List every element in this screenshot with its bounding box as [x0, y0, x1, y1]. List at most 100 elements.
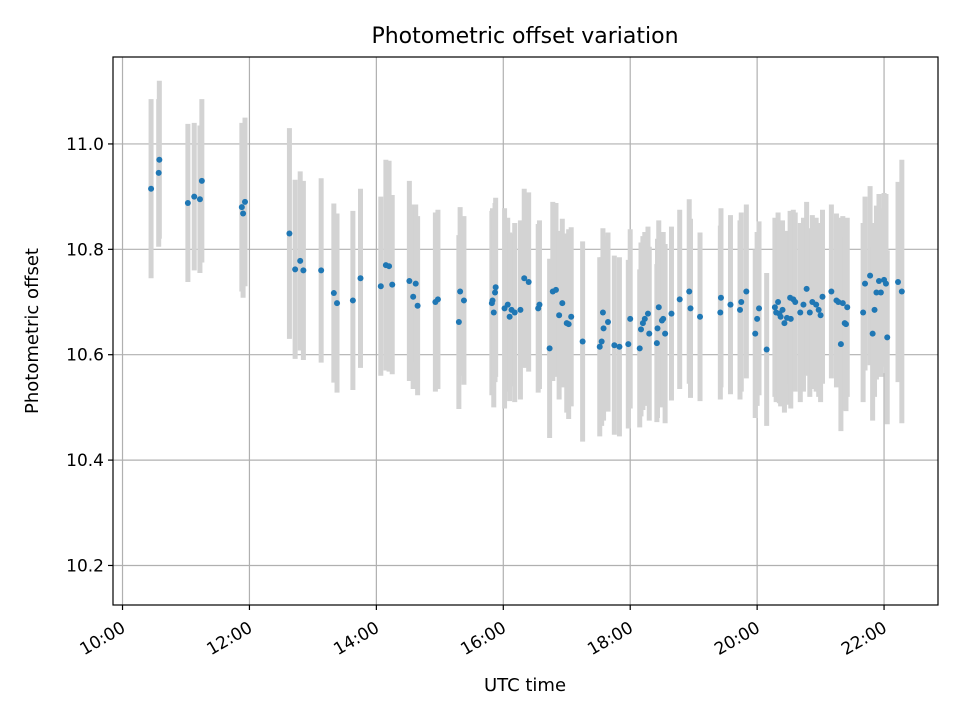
data-point: [521, 275, 528, 282]
data-point: [600, 325, 607, 332]
data-point: [779, 306, 786, 313]
data-point: [556, 312, 563, 319]
data-point: [552, 286, 559, 293]
data-point: [412, 280, 419, 287]
data-point: [565, 321, 572, 328]
data-point: [196, 196, 203, 203]
data-point: [517, 306, 524, 313]
data-point: [717, 309, 724, 316]
data-point: [599, 309, 606, 316]
data-point: [286, 230, 293, 237]
y-tick-label: 11.0: [66, 135, 104, 155]
data-point: [184, 199, 191, 206]
data-point: [238, 204, 245, 211]
data-point: [457, 288, 464, 295]
data-point: [754, 315, 761, 322]
data-point: [242, 198, 248, 205]
data-point: [292, 266, 299, 273]
data-point: [817, 312, 824, 319]
data-point: [406, 277, 413, 284]
data-point: [410, 293, 417, 300]
data-point: [806, 309, 813, 316]
data-point: [875, 277, 882, 284]
data-point: [756, 305, 763, 312]
data-point: [844, 304, 851, 311]
data-point: [638, 326, 644, 333]
data-point: [240, 210, 247, 217]
data-point: [867, 272, 874, 279]
data-point: [787, 315, 794, 322]
data-point: [386, 263, 393, 270]
data-point: [813, 301, 820, 308]
y-tick-label: 10.2: [66, 556, 104, 576]
data-point: [489, 297, 496, 304]
data-point: [490, 309, 497, 316]
data-point: [654, 325, 661, 332]
x-axis-label: UTC time: [484, 675, 566, 696]
data-point: [525, 278, 532, 285]
data-point: [697, 313, 704, 320]
data-point: [504, 301, 511, 308]
data-point: [752, 330, 759, 337]
data-point: [625, 341, 632, 348]
data-point: [815, 306, 822, 313]
data-point: [460, 297, 467, 304]
data-point: [655, 304, 662, 311]
y-tick-label: 10.4: [66, 451, 104, 471]
data-point: [636, 345, 643, 352]
data-point: [687, 305, 694, 312]
data-point: [839, 300, 846, 307]
data-point: [559, 300, 566, 307]
data-point: [598, 338, 605, 345]
data-point: [884, 334, 891, 341]
data-point: [792, 299, 799, 306]
data-point: [895, 278, 902, 285]
data-point: [842, 321, 849, 328]
data-point: [882, 280, 889, 287]
data-point: [596, 343, 603, 350]
data-point: [357, 275, 364, 282]
data-point: [334, 300, 341, 307]
data-point: [771, 304, 778, 311]
data-point: [873, 289, 880, 296]
data-point: [546, 345, 553, 352]
data-point: [763, 346, 770, 353]
data-point: [869, 330, 876, 337]
data-point: [627, 315, 634, 322]
data-point: [455, 319, 462, 326]
data-point: [797, 309, 804, 316]
data-point: [717, 294, 724, 301]
data-point: [297, 257, 304, 264]
data-point: [300, 267, 307, 274]
data-point: [506, 313, 513, 320]
data-point: [777, 313, 784, 320]
data-point: [668, 310, 675, 317]
data-point: [611, 342, 618, 349]
data-point: [568, 313, 575, 320]
data-point: [837, 341, 844, 348]
data-point: [781, 320, 788, 327]
plot-area-frame: [112, 56, 939, 606]
data-point: [191, 193, 198, 200]
y-axis-ticks: 10.2 10.4 10.6 10.8 11.0: [66, 135, 113, 576]
data-point: [644, 310, 651, 317]
data-point: [819, 293, 826, 300]
data-point: [828, 288, 835, 295]
data-point: [738, 299, 745, 306]
y-tick-label: 10.6: [66, 346, 104, 366]
data-point: [330, 290, 337, 297]
data-point: [676, 296, 683, 303]
data-point: [871, 306, 878, 313]
data-point: [737, 306, 743, 313]
data-point: [898, 288, 905, 295]
data-point: [511, 309, 518, 316]
data-point: [349, 297, 356, 304]
data-point: [148, 185, 155, 192]
data-point: [579, 338, 586, 345]
data-point: [155, 169, 162, 176]
data-point: [877, 289, 884, 296]
data-point: [318, 267, 325, 274]
data-point: [653, 340, 660, 347]
data-point: [775, 299, 782, 306]
